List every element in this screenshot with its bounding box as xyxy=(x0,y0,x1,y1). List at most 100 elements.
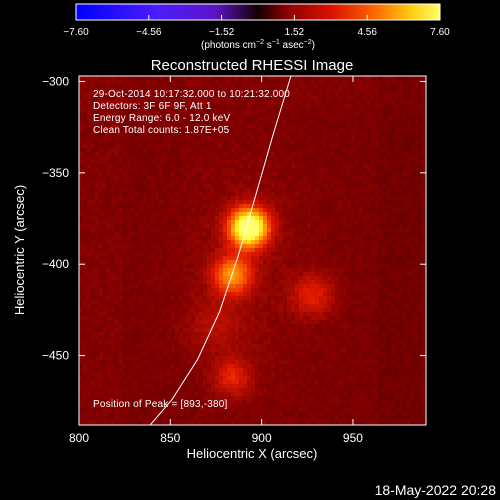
heatmap-cell xyxy=(111,160,116,165)
heatmap-cell xyxy=(139,192,144,197)
heatmap-cell xyxy=(291,264,296,269)
heatmap-cell xyxy=(227,276,232,281)
heatmap-cell xyxy=(367,104,372,109)
heatmap-cell xyxy=(339,288,344,293)
heatmap-cell xyxy=(371,288,376,293)
heatmap-cell xyxy=(303,196,308,201)
heatmap-cell xyxy=(219,132,224,137)
heatmap-cell xyxy=(227,92,232,97)
heatmap-cell xyxy=(275,260,280,265)
heatmap-cell xyxy=(243,220,248,225)
heatmap-cell xyxy=(215,80,220,85)
heatmap-cell xyxy=(183,236,188,241)
heatmap-cell xyxy=(215,84,220,89)
heatmap-cell xyxy=(351,288,356,293)
heatmap-cell xyxy=(327,196,332,201)
heatmap-cell xyxy=(179,124,184,129)
heatmap-cell xyxy=(243,108,248,113)
heatmap-cell xyxy=(355,260,360,265)
heatmap-cell xyxy=(267,248,272,253)
heatmap-cell xyxy=(99,288,104,293)
heatmap-cell xyxy=(383,244,388,249)
heatmap-cell xyxy=(323,280,328,285)
heatmap-cell xyxy=(235,184,240,189)
heatmap-cell xyxy=(219,248,224,253)
heatmap-cell xyxy=(303,228,308,233)
heatmap-cell xyxy=(363,236,368,241)
heatmap-cell xyxy=(155,184,160,189)
heatmap-cell xyxy=(347,128,352,133)
heatmap-cell xyxy=(375,184,380,189)
heatmap-cell xyxy=(247,100,252,105)
heatmap-cell xyxy=(283,192,288,197)
heatmap-cell xyxy=(167,156,172,161)
heatmap-cell xyxy=(375,104,380,109)
heatmap-cell xyxy=(175,180,180,185)
heatmap-cell xyxy=(223,92,228,97)
heatmap-cell xyxy=(187,208,192,213)
heatmap-cell xyxy=(271,204,276,209)
heatmap-cell xyxy=(419,236,424,241)
heatmap-cell xyxy=(335,240,340,245)
heatmap-cell xyxy=(207,300,212,305)
heatmap-cell xyxy=(375,176,380,181)
heatmap-cell xyxy=(423,88,426,93)
heatmap-cell xyxy=(279,256,284,261)
heatmap-cell xyxy=(179,132,184,137)
heatmap-cell xyxy=(203,228,208,233)
heatmap-cell xyxy=(343,124,348,129)
heatmap-cell xyxy=(383,228,388,233)
heatmap-cell xyxy=(95,272,100,277)
heatmap-cell xyxy=(407,260,412,265)
heatmap-cell xyxy=(107,140,112,145)
heatmap-cell xyxy=(199,200,204,205)
heatmap-cell xyxy=(171,244,176,249)
heatmap-cell xyxy=(367,196,372,201)
heatmap-cell xyxy=(403,200,408,205)
heatmap-cell xyxy=(251,216,256,221)
heatmap-cell xyxy=(407,164,412,169)
heatmap-cell xyxy=(299,280,304,285)
heatmap-cell xyxy=(251,244,256,249)
heatmap-cell xyxy=(99,292,104,297)
heatmap-cell xyxy=(367,296,372,301)
heatmap-cell xyxy=(275,132,280,137)
heatmap-cell xyxy=(91,168,96,173)
heatmap-cell xyxy=(315,192,320,197)
heatmap-cell xyxy=(191,136,196,141)
heatmap-cell xyxy=(399,260,404,265)
heatmap-cell xyxy=(367,92,372,97)
heatmap-cell xyxy=(199,164,204,169)
heatmap-cell xyxy=(255,124,260,129)
heatmap-cell xyxy=(355,76,360,81)
heatmap-cell xyxy=(267,208,272,213)
heatmap-cell xyxy=(323,84,328,89)
heatmap-cell xyxy=(163,212,168,217)
heatmap-cell xyxy=(391,212,396,217)
heatmap-cell xyxy=(279,180,284,185)
heatmap-cell xyxy=(295,284,300,289)
heatmap-cell xyxy=(339,204,344,209)
heatmap-cell xyxy=(187,288,192,293)
heatmap-cell xyxy=(355,192,360,197)
heatmap-cell xyxy=(191,216,196,221)
heatmap-cell xyxy=(219,220,224,225)
heatmap-cell xyxy=(199,192,204,197)
heatmap-cell xyxy=(151,180,156,185)
heatmap-cell xyxy=(127,248,132,253)
heatmap-cell xyxy=(419,128,424,133)
heatmap-cell xyxy=(151,88,156,93)
heatmap-cell xyxy=(127,176,132,181)
heatmap-cell xyxy=(259,104,264,109)
heatmap-cell xyxy=(171,160,176,165)
heatmap-cell xyxy=(159,208,164,213)
heatmap-cell xyxy=(223,296,228,301)
heatmap-cell xyxy=(159,192,164,197)
heatmap-cell xyxy=(343,104,348,109)
heatmap-cell xyxy=(183,184,188,189)
heatmap-cell xyxy=(263,148,268,153)
heatmap-cell xyxy=(283,184,288,189)
heatmap-cell xyxy=(291,176,296,181)
heatmap-cell xyxy=(91,124,96,129)
heatmap-cell xyxy=(343,264,348,269)
